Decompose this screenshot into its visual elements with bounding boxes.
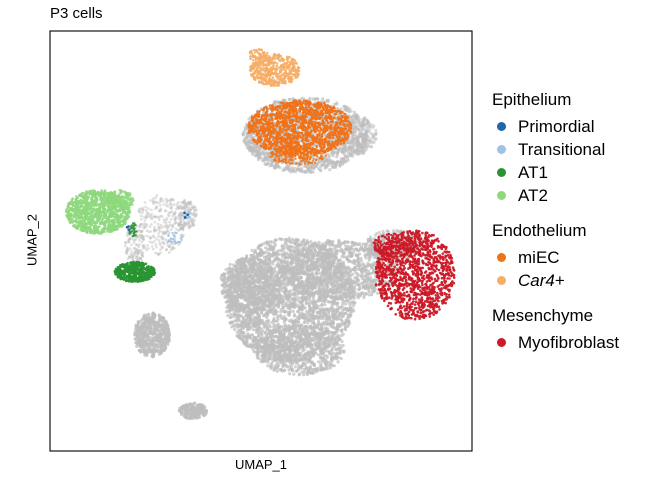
legend-item-label: miEC [518,247,560,267]
car4-cells [248,48,301,87]
legend-item-label: AT2 [518,185,548,205]
legend-item: miEC [492,246,619,269]
legend-item: Primordial [492,115,619,138]
legend-item: AT1 [492,161,619,184]
legend-color-dot [497,145,506,154]
legend-item-label: Primordial [518,116,595,136]
legend-item-label: Transitional [518,139,606,159]
legend-color-dot [497,122,506,131]
miec-cells [247,99,353,166]
legend-item: Transitional [492,138,619,161]
primordial-cells [125,211,189,231]
legend-color-dot [497,191,506,200]
legend-color-dot [497,168,506,177]
legend-group: Mesenchyme Myofibroblast [492,306,619,354]
legend-item-label: Myofibroblast [518,332,620,352]
legend-item-label: AT1 [518,162,548,182]
legend-group: Epithelium Primordial Transitional AT1 AT2 [492,90,619,207]
chart-title: P3 cells [50,5,103,22]
legend-group: Endothelium miEC Car4 + [492,221,619,292]
at1-cells [113,222,157,284]
plot-border [49,30,473,452]
legend-item-suffix: + [554,270,565,290]
legend-item-gene-name: Car4 [518,270,555,290]
legend-item: Myofibroblast [492,331,619,354]
legend-color-dot [497,276,506,285]
legend: Epithelium Primordial Transitional AT1 AT2 En… [492,90,619,368]
legend-group-title: Mesenchyme [492,306,594,325]
at2-cells [65,188,135,235]
y-axis-label: UMAP_2 [24,213,40,267]
legend-color-dot [497,253,506,262]
cell-points [65,48,456,420]
legend-item: AT2 [492,184,619,207]
transitional-cells [167,210,192,245]
legend-color-dot [497,338,506,347]
x-axis-label: UMAP_1 [234,457,288,472]
legend-group-title: Endothelium [492,221,587,240]
myofibroblast-cells [372,229,456,321]
legend-item: Car4 + [492,269,619,292]
legend-group-title: Epithelium [492,90,572,109]
